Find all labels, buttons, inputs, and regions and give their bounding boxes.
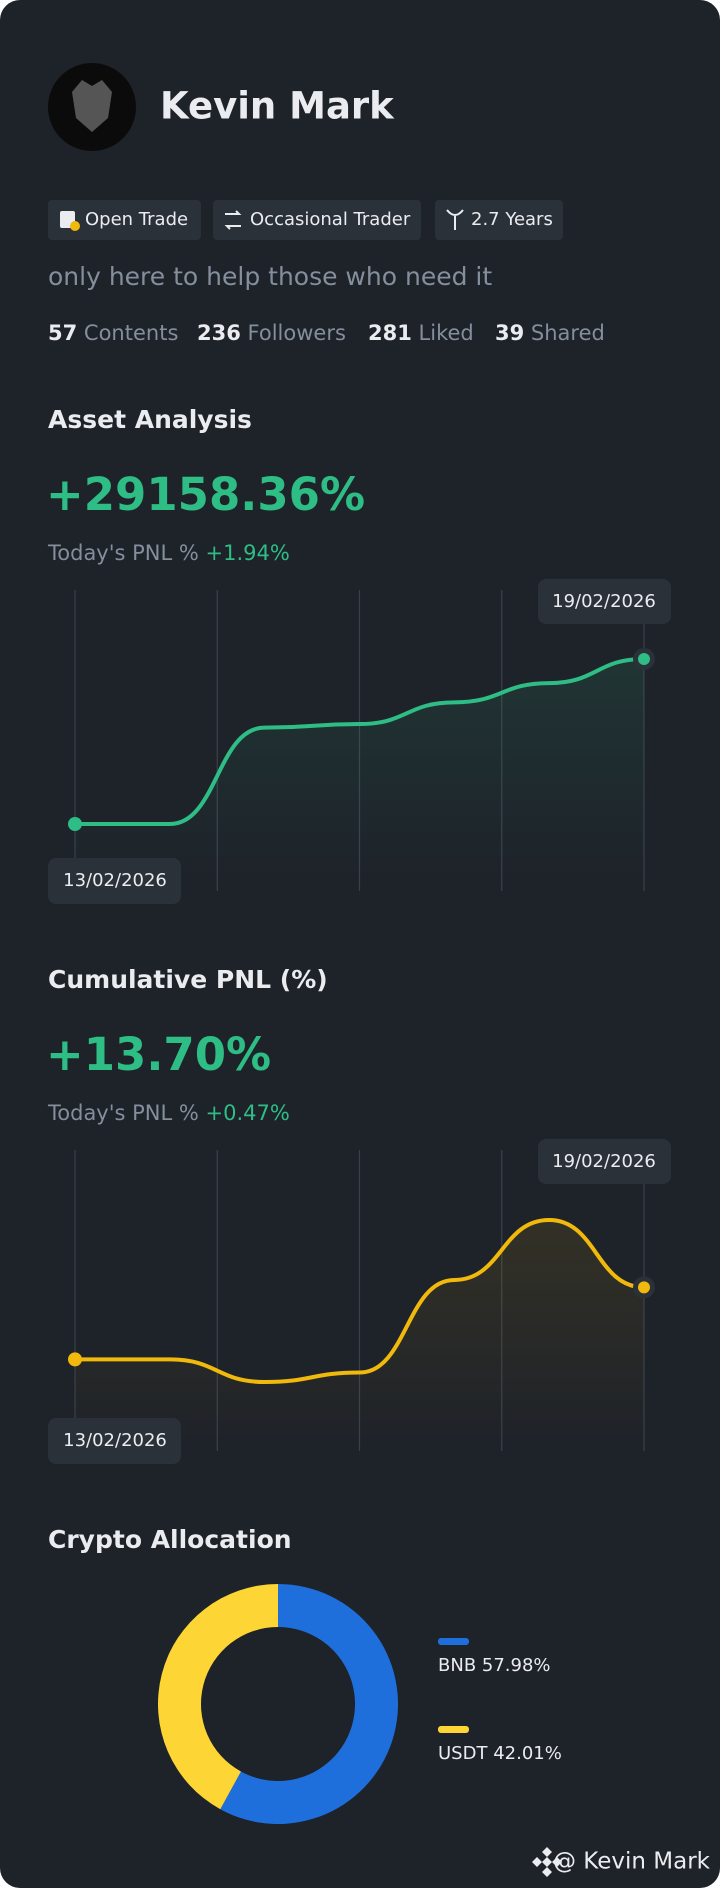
- today-value: +0.47%: [206, 1101, 290, 1125]
- point: [638, 1281, 650, 1294]
- stat-value: 39: [495, 321, 524, 345]
- date-label: 13/02/2026: [63, 870, 167, 891]
- line-chart: 19/02/2026 13/02/2026: [48, 1139, 671, 1464]
- date-label: 13/02/2026: [63, 1430, 167, 1451]
- tag-icon: [446, 209, 464, 230]
- date-label: 19/02/2026: [552, 1151, 656, 1172]
- bio: only here to help those who need it: [48, 262, 492, 291]
- today-pnl: Today's PNL % +0.47%: [47, 1101, 290, 1125]
- today-pnl: Today's PNL % +1.94%: [47, 541, 290, 565]
- date-badge: [48, 858, 181, 904]
- date-badge: [538, 1139, 671, 1184]
- footer: @ Kevin Mark: [532, 1847, 711, 1877]
- tag-bg: [435, 200, 563, 240]
- tag-bg: [48, 200, 201, 240]
- tag-bg: [213, 200, 421, 240]
- tags: Open Trade Occasional Trader 2.7 Years: [48, 200, 563, 240]
- stats: 57 Contents 236 Followers 281 Liked 39 Shar…: [48, 321, 605, 345]
- legend-name: USDT: [438, 1743, 488, 1764]
- point: [68, 1352, 82, 1367]
- area: [75, 659, 644, 891]
- point: [68, 817, 82, 831]
- date-badge: [538, 579, 671, 624]
- footer-text: @ Kevin Mark: [553, 1849, 711, 1875]
- stat-label: Shared: [531, 321, 605, 345]
- legend-entry: BNB 57.98%: [438, 1655, 551, 1676]
- stat-label: Liked: [419, 321, 474, 345]
- logo: [532, 1847, 562, 1877]
- today-value: +1.94%: [206, 541, 290, 565]
- line-chart: 19/02/2026 13/02/2026: [48, 579, 671, 904]
- user-name: Kevin Mark: [160, 85, 395, 128]
- date-label: 19/02/2026: [552, 591, 656, 612]
- stat-label: Contents: [84, 321, 178, 345]
- stat: 236 Followers: [197, 321, 346, 345]
- headline: +29158.36%: [46, 468, 365, 521]
- stat-value: 57: [48, 321, 77, 345]
- today-label: Today's PNL %: [47, 1101, 199, 1125]
- section-title: Cumulative PNL (%): [48, 965, 328, 994]
- section-title: Asset Analysis: [48, 405, 252, 434]
- legend-value: 57.98%: [482, 1655, 551, 1676]
- stat: 39 Shared: [495, 321, 605, 345]
- point: [638, 653, 650, 665]
- legend-name: BNB: [438, 1655, 476, 1676]
- avatar-lion: [72, 80, 112, 132]
- legend-entry: USDT 42.01%: [438, 1743, 562, 1764]
- tag-icon: [70, 221, 80, 231]
- donut-chart: BNB 57.98% USDT 42.01%: [157, 1584, 562, 1824]
- legend-swatch: [438, 1726, 469, 1733]
- date-badge: [48, 1418, 181, 1464]
- legend-value: 42.01%: [493, 1743, 562, 1764]
- stat-value: 236: [197, 321, 241, 345]
- section-title: Crypto Allocation: [48, 1525, 292, 1554]
- line: [75, 657, 645, 827]
- stat: 281 Liked: [368, 321, 474, 345]
- tag: Open Trade: [85, 209, 188, 230]
- stat-value: 281: [368, 321, 412, 345]
- today-label: Today's PNL %: [47, 541, 199, 565]
- donut-slice: [157, 1584, 278, 1810]
- stat-label: Followers: [248, 321, 346, 345]
- stat: 57 Contents: [48, 321, 178, 345]
- donut-slice: [220, 1584, 398, 1824]
- tag: Occasional Trader: [250, 209, 411, 230]
- tag: 2.7 Years: [471, 209, 553, 230]
- area: [75, 1220, 644, 1451]
- tag-icon: [224, 210, 242, 230]
- legend-swatch: [438, 1638, 469, 1645]
- headline: +13.70%: [46, 1028, 271, 1081]
- line: [74, 1217, 645, 1385]
